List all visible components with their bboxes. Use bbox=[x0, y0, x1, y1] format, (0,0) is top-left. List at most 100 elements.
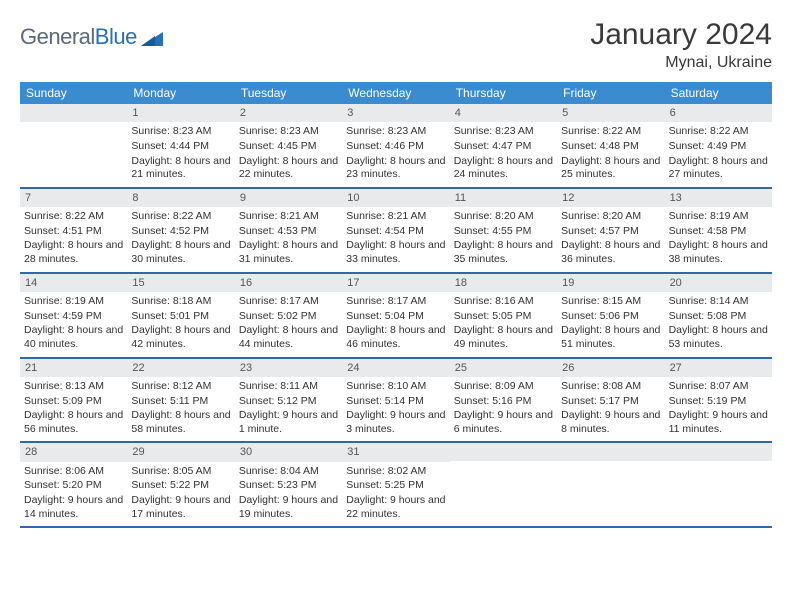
dow-cell: Thursday bbox=[450, 82, 557, 104]
sunrise-line: Sunrise: 8:23 AM bbox=[239, 125, 338, 139]
day-number: 18 bbox=[450, 274, 557, 292]
header: GeneralBlue January 2024 Mynai, Ukraine bbox=[20, 18, 772, 72]
sunrise-line: Sunrise: 8:21 AM bbox=[239, 210, 338, 224]
day-cell: 2Sunrise: 8:23 AMSunset: 4:45 PMDaylight… bbox=[235, 104, 342, 187]
day-number: 14 bbox=[20, 274, 127, 292]
sunset-line: Sunset: 5:08 PM bbox=[669, 310, 768, 324]
daylight-line: Daylight: 8 hours and 58 minutes. bbox=[131, 409, 230, 436]
day-number: 9 bbox=[235, 189, 342, 207]
day-of-week-header: SundayMondayTuesdayWednesdayThursdayFrid… bbox=[20, 82, 772, 104]
day-cell: 14Sunrise: 8:19 AMSunset: 4:59 PMDayligh… bbox=[20, 274, 127, 357]
sunrise-line: Sunrise: 8:05 AM bbox=[131, 465, 230, 479]
sunrise-line: Sunrise: 8:14 AM bbox=[669, 295, 768, 309]
sunrise-line: Sunrise: 8:20 AM bbox=[454, 210, 553, 224]
sunset-line: Sunset: 5:19 PM bbox=[669, 395, 768, 409]
day-cell: 26Sunrise: 8:08 AMSunset: 5:17 PMDayligh… bbox=[557, 359, 664, 442]
day-cell bbox=[557, 443, 664, 526]
logo-triangle-icon bbox=[141, 28, 163, 46]
week-row: 1Sunrise: 8:23 AMSunset: 4:44 PMDaylight… bbox=[20, 104, 772, 189]
daylight-line: Daylight: 8 hours and 40 minutes. bbox=[24, 324, 123, 351]
sunset-line: Sunset: 4:59 PM bbox=[24, 310, 123, 324]
day-number: 22 bbox=[127, 359, 234, 377]
sunset-line: Sunset: 4:53 PM bbox=[239, 225, 338, 239]
week-row: 7Sunrise: 8:22 AMSunset: 4:51 PMDaylight… bbox=[20, 189, 772, 274]
sunrise-line: Sunrise: 8:22 AM bbox=[24, 210, 123, 224]
day-number: 30 bbox=[235, 443, 342, 461]
sunset-line: Sunset: 5:12 PM bbox=[239, 395, 338, 409]
logo-word2: Blue bbox=[95, 24, 137, 49]
sunset-line: Sunset: 5:09 PM bbox=[24, 395, 123, 409]
day-cell: 24Sunrise: 8:10 AMSunset: 5:14 PMDayligh… bbox=[342, 359, 449, 442]
daylight-line: Daylight: 9 hours and 14 minutes. bbox=[24, 494, 123, 521]
sunset-line: Sunset: 4:49 PM bbox=[669, 140, 768, 154]
dow-cell: Saturday bbox=[665, 82, 772, 104]
daylight-line: Daylight: 8 hours and 25 minutes. bbox=[561, 155, 660, 182]
dow-cell: Sunday bbox=[20, 82, 127, 104]
sunset-line: Sunset: 5:25 PM bbox=[346, 479, 445, 493]
week-row: 28Sunrise: 8:06 AMSunset: 5:20 PMDayligh… bbox=[20, 443, 772, 528]
title-block: January 2024 Mynai, Ukraine bbox=[590, 18, 772, 72]
sunrise-line: Sunrise: 8:11 AM bbox=[239, 380, 338, 394]
day-cell: 9Sunrise: 8:21 AMSunset: 4:53 PMDaylight… bbox=[235, 189, 342, 272]
daylight-line: Daylight: 8 hours and 21 minutes. bbox=[131, 155, 230, 182]
sunset-line: Sunset: 4:48 PM bbox=[561, 140, 660, 154]
daylight-line: Daylight: 8 hours and 22 minutes. bbox=[239, 155, 338, 182]
day-number: 29 bbox=[127, 443, 234, 461]
logo-word1: General bbox=[20, 24, 95, 49]
day-cell: 21Sunrise: 8:13 AMSunset: 5:09 PMDayligh… bbox=[20, 359, 127, 442]
sunrise-line: Sunrise: 8:22 AM bbox=[669, 125, 768, 139]
day-cell: 10Sunrise: 8:21 AMSunset: 4:54 PMDayligh… bbox=[342, 189, 449, 272]
day-number: 27 bbox=[665, 359, 772, 377]
day-cell: 13Sunrise: 8:19 AMSunset: 4:58 PMDayligh… bbox=[665, 189, 772, 272]
day-cell bbox=[665, 443, 772, 526]
dow-cell: Wednesday bbox=[342, 82, 449, 104]
daylight-line: Daylight: 9 hours and 3 minutes. bbox=[346, 409, 445, 436]
sunset-line: Sunset: 5:01 PM bbox=[131, 310, 230, 324]
daylight-line: Daylight: 8 hours and 53 minutes. bbox=[669, 324, 768, 351]
day-cell: 17Sunrise: 8:17 AMSunset: 5:04 PMDayligh… bbox=[342, 274, 449, 357]
day-cell: 15Sunrise: 8:18 AMSunset: 5:01 PMDayligh… bbox=[127, 274, 234, 357]
day-number: 31 bbox=[342, 443, 449, 461]
sunset-line: Sunset: 4:44 PM bbox=[131, 140, 230, 154]
day-cell: 16Sunrise: 8:17 AMSunset: 5:02 PMDayligh… bbox=[235, 274, 342, 357]
daylight-line: Daylight: 8 hours and 51 minutes. bbox=[561, 324, 660, 351]
sunrise-line: Sunrise: 8:22 AM bbox=[131, 210, 230, 224]
logo: GeneralBlue bbox=[20, 18, 163, 50]
day-number-empty bbox=[665, 443, 772, 461]
sunrise-line: Sunrise: 8:16 AM bbox=[454, 295, 553, 309]
sunrise-line: Sunrise: 8:17 AM bbox=[239, 295, 338, 309]
sunset-line: Sunset: 5:04 PM bbox=[346, 310, 445, 324]
day-number: 28 bbox=[20, 443, 127, 461]
sunset-line: Sunset: 5:20 PM bbox=[24, 479, 123, 493]
sunset-line: Sunset: 5:06 PM bbox=[561, 310, 660, 324]
daylight-line: Daylight: 9 hours and 22 minutes. bbox=[346, 494, 445, 521]
dow-cell: Monday bbox=[127, 82, 234, 104]
sunrise-line: Sunrise: 8:13 AM bbox=[24, 380, 123, 394]
daylight-line: Daylight: 8 hours and 44 minutes. bbox=[239, 324, 338, 351]
sunset-line: Sunset: 4:55 PM bbox=[454, 225, 553, 239]
day-cell: 25Sunrise: 8:09 AMSunset: 5:16 PMDayligh… bbox=[450, 359, 557, 442]
month-title: January 2024 bbox=[590, 18, 772, 52]
daylight-line: Daylight: 9 hours and 8 minutes. bbox=[561, 409, 660, 436]
day-cell: 6Sunrise: 8:22 AMSunset: 4:49 PMDaylight… bbox=[665, 104, 772, 187]
sunset-line: Sunset: 5:02 PM bbox=[239, 310, 338, 324]
daylight-line: Daylight: 9 hours and 11 minutes. bbox=[669, 409, 768, 436]
daylight-line: Daylight: 9 hours and 6 minutes. bbox=[454, 409, 553, 436]
sunset-line: Sunset: 5:17 PM bbox=[561, 395, 660, 409]
sunrise-line: Sunrise: 8:02 AM bbox=[346, 465, 445, 479]
sunrise-line: Sunrise: 8:23 AM bbox=[454, 125, 553, 139]
sunrise-line: Sunrise: 8:06 AM bbox=[24, 465, 123, 479]
day-cell: 31 Sunrise: 8:02 AMSunset: 5:25 PMDayligh… bbox=[342, 443, 449, 526]
sunrise-line: Sunrise: 8:22 AM bbox=[561, 125, 660, 139]
day-number: 13 bbox=[665, 189, 772, 207]
day-cell: 7Sunrise: 8:22 AMSunset: 4:51 PMDaylight… bbox=[20, 189, 127, 272]
daylight-line: Daylight: 8 hours and 24 minutes. bbox=[454, 155, 553, 182]
daylight-line: Daylight: 8 hours and 28 minutes. bbox=[24, 239, 123, 266]
sunset-line: Sunset: 4:45 PM bbox=[239, 140, 338, 154]
day-number: 20 bbox=[665, 274, 772, 292]
day-number: 15 bbox=[127, 274, 234, 292]
day-cell bbox=[20, 104, 127, 187]
sunset-line: Sunset: 5:22 PM bbox=[131, 479, 230, 493]
sunrise-line: Sunrise: 8:18 AM bbox=[131, 295, 230, 309]
week-row: 21Sunrise: 8:13 AMSunset: 5:09 PMDayligh… bbox=[20, 359, 772, 444]
